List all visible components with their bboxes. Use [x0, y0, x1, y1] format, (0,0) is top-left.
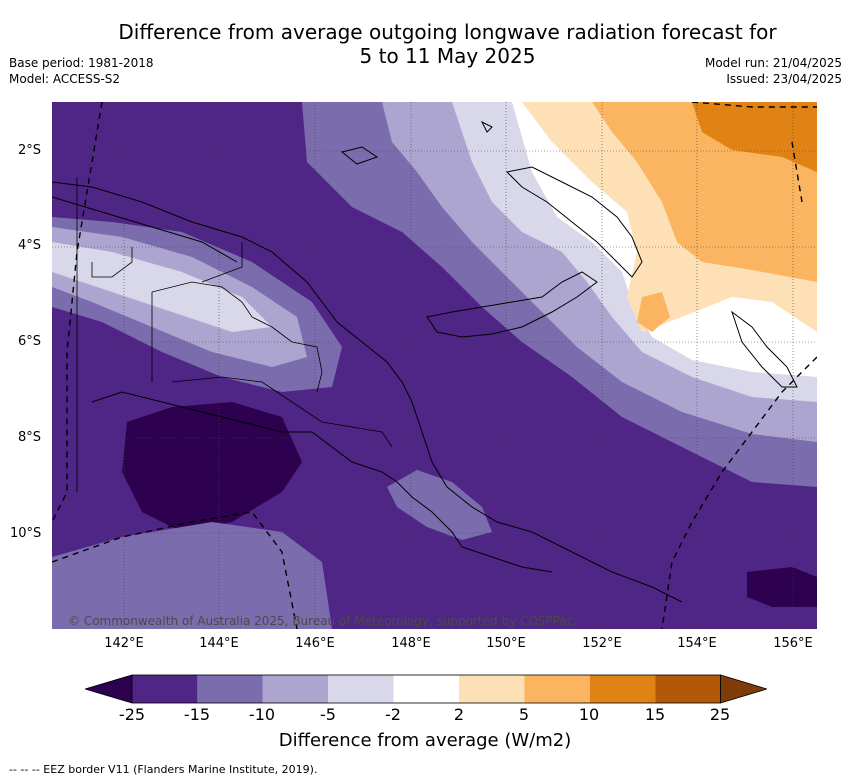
title-line-1: Difference from average outgoing longwav…: [118, 20, 777, 44]
cb-tick-9: 15: [644, 705, 666, 724]
lon-label-152e: 152°E: [582, 636, 622, 651]
colorbar-extend-low: [85, 674, 133, 704]
lon-label-150e: 150°E: [486, 636, 526, 651]
colorbar-bin-8: [589, 675, 656, 703]
colorbar-bin-9: [655, 675, 721, 703]
meta-right: Model run: 21/04/2025 Issued: 23/04/2025: [705, 55, 842, 87]
lon-label-144e: 144°E: [199, 636, 239, 651]
colorbar-bin-7: [524, 675, 590, 703]
colorbar-bin-4: [328, 675, 394, 703]
colorbar-bin-2: [197, 675, 263, 703]
field-minus25-core: [122, 402, 302, 532]
colorbar-bin-5: [393, 675, 459, 703]
field-minus25-east: [747, 567, 817, 607]
cb-tick-6: 2: [453, 705, 465, 724]
meta-left: Base period: 1981-2018 Model: ACCESS-S2: [9, 55, 154, 87]
lon-label-156e: 156°E: [773, 636, 813, 651]
colorbar-bin-1: [132, 675, 198, 703]
graticule: [52, 102, 817, 629]
colorbar-bin-6: [459, 675, 525, 703]
field-minus10-southwest: [52, 522, 332, 629]
lon-label-142e: 142°E: [104, 636, 144, 651]
coastlines: [52, 120, 798, 603]
lat-label-2s: 2°S: [18, 143, 42, 158]
cb-tick-3: -10: [248, 705, 276, 724]
cb-tick-7: 5: [518, 705, 530, 724]
lon-label-154e: 154°E: [677, 636, 717, 651]
lat-label-4s: 4°S: [18, 238, 42, 253]
model-name: Model: ACCESS-S2: [9, 72, 121, 86]
map-canvas: [52, 102, 817, 629]
issued-date: Issued: 23/04/2025: [726, 72, 842, 86]
lat-label-8s: 8°S: [18, 430, 42, 445]
cb-tick-2: -15: [183, 705, 211, 724]
colorbar: [85, 674, 767, 704]
field-minus2-west: [52, 242, 272, 332]
province-borders: [76, 177, 393, 492]
field-minus10-south: [387, 470, 492, 540]
lat-label-6s: 6°S: [18, 334, 42, 349]
cb-tick-8: 10: [578, 705, 600, 724]
eez-footnote: -- -- -- EEZ border V11 (Flanders Marine…: [9, 763, 318, 776]
colorbar-outline: [131, 674, 721, 704]
title-line-2: 5 to 11 May 2025: [359, 44, 536, 68]
olr-anomaly-map: © Commonwealth of Australia 2025, Bureau…: [52, 102, 817, 629]
base-period: Base period: 1981-2018: [9, 56, 154, 70]
lon-label-146e: 146°E: [295, 636, 335, 651]
cb-tick-10: 25: [709, 705, 731, 724]
colorbar-extend-high: [720, 674, 767, 704]
lat-label-10s: 10°S: [10, 526, 42, 541]
field-plus5-small: [637, 292, 670, 332]
colorbar-bin-3: [262, 675, 329, 703]
map-title: Difference from average outgoing longwav…: [0, 20, 850, 68]
colorbar-label: Difference from average (W/m2): [278, 730, 572, 751]
cb-tick-1: -25: [118, 705, 146, 724]
cb-tick-4: -5: [320, 705, 336, 724]
cb-tick-5: -2: [385, 705, 401, 724]
copyright-notice: © Commonwealth of Australia 2025, Bureau…: [68, 614, 574, 628]
lon-label-148e: 148°E: [391, 636, 431, 651]
eez-borders: [52, 102, 817, 629]
model-run: Model run: 21/04/2025: [704, 56, 842, 70]
field-plus10: [692, 102, 817, 172]
